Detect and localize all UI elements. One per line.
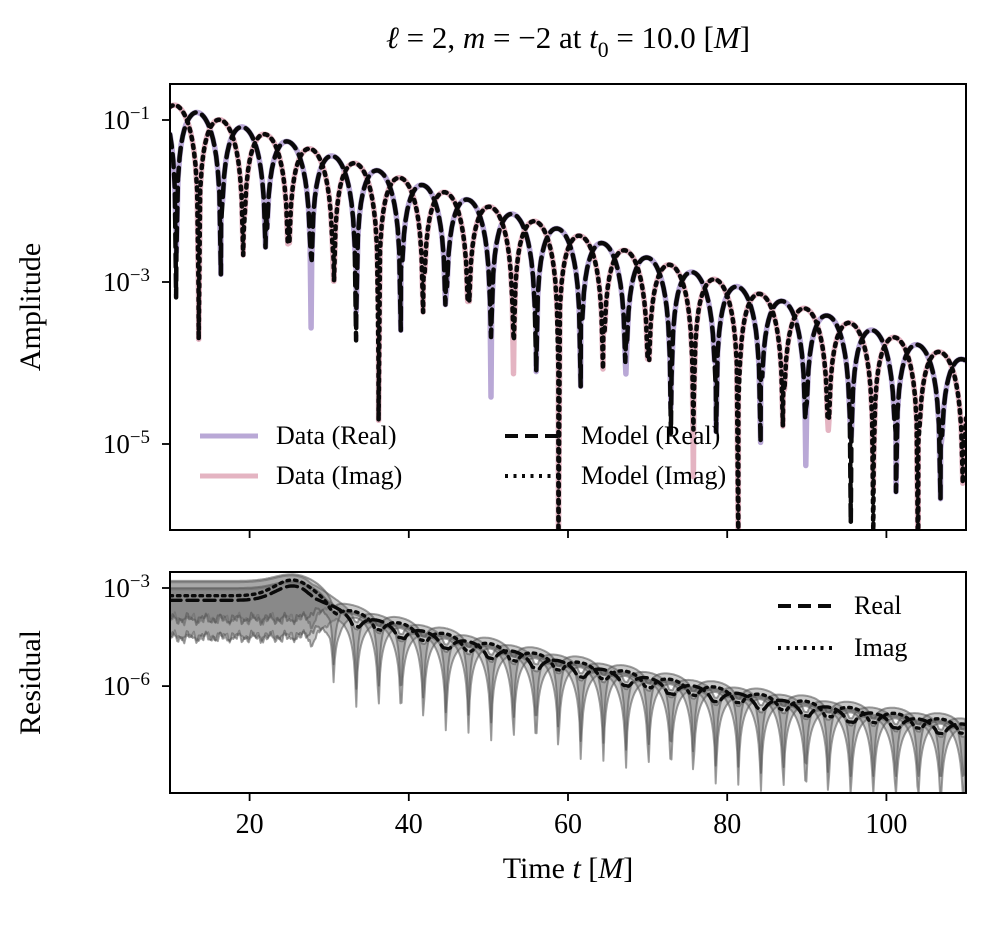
xtick-label: 40 [395,809,423,840]
legend-data-real-label: Data (Real) [276,421,397,450]
amplitude-ytick-label: 10−3 [103,265,150,297]
xtick-label: 60 [554,809,582,840]
legend-model-real: Model (Real) [505,421,720,450]
amplitude-panel-frame [169,83,967,531]
series-model-real [170,110,966,526]
residual-panel-frame [169,571,967,794]
legend-residual-imag: Imag [778,633,907,662]
xtick-label: 80 [713,809,741,840]
legend-residual-real: Real [778,591,902,620]
xtick-label: 100 [865,809,907,840]
xtick-label: 20 [236,809,264,840]
chart-title: ℓ = 2, m = −2 at t0 = 10.0 [M] [386,20,750,62]
residual-axis-label: Residual [14,630,47,735]
residual-ytick-label: 10−3 [103,571,150,603]
legend-data-imag: Data (Imag) [200,461,402,490]
legend-data-real: Data (Real) [200,421,397,450]
residual-line-imag [170,578,966,736]
residual-panel [170,573,966,793]
series-data-imag [170,102,966,530]
amplitude-axis-label: Amplitude [14,243,47,371]
legend-model-real-label: Model (Real) [581,421,720,450]
amplitude-panel [170,102,966,530]
legend-data-imag-label: Data (Imag) [276,461,402,490]
series-model-imag [170,102,966,530]
amplitude-ytick-label: 10−1 [103,103,150,135]
time-axis-label: Time t [M] [503,852,634,885]
legend-residual-imag-label: Imag [854,633,907,662]
legend-model-imag: Model (Imag) [505,461,726,490]
amplitude-ytick-label: 10−5 [103,427,150,459]
residual-line-real [170,584,966,736]
residual-ytick-label: 10−6 [103,669,150,701]
legend-residual-real-label: Real [854,591,902,620]
legend-model-imag-label: Model (Imag) [581,461,726,490]
